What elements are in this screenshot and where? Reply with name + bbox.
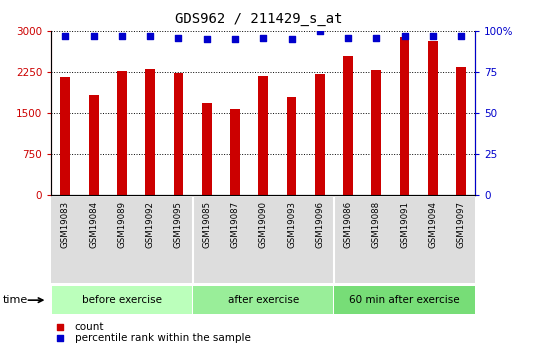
Bar <box>60 78 70 195</box>
Bar <box>202 103 212 195</box>
Bar <box>334 286 475 314</box>
Point <box>343 35 352 40</box>
Point <box>56 335 64 341</box>
Point <box>56 325 64 330</box>
Bar <box>456 67 466 195</box>
Point <box>174 35 183 40</box>
Bar <box>117 71 127 195</box>
Bar <box>428 41 438 195</box>
Point <box>118 33 126 39</box>
Text: GSM19083: GSM19083 <box>61 201 70 248</box>
Text: GSM19087: GSM19087 <box>231 201 240 248</box>
Point <box>287 37 296 42</box>
Bar <box>145 69 155 195</box>
Bar <box>287 97 296 195</box>
Text: GSM19088: GSM19088 <box>372 201 381 248</box>
Point <box>202 37 211 42</box>
Text: after exercise: after exercise <box>228 295 299 305</box>
Text: time: time <box>3 295 28 305</box>
Text: GSM19094: GSM19094 <box>428 201 437 248</box>
Text: GSM19097: GSM19097 <box>457 201 465 248</box>
Bar <box>315 74 325 195</box>
Text: percentile rank within the sample: percentile rank within the sample <box>75 333 251 343</box>
Bar <box>230 109 240 195</box>
Text: GSM19095: GSM19095 <box>174 201 183 248</box>
Text: GDS962 / 211429_s_at: GDS962 / 211429_s_at <box>176 12 343 26</box>
Point <box>457 33 465 39</box>
Text: GSM19084: GSM19084 <box>89 201 98 248</box>
Point <box>61 33 70 39</box>
Bar <box>372 70 381 195</box>
Text: GSM19091: GSM19091 <box>400 201 409 248</box>
Bar <box>52 286 192 314</box>
Bar <box>193 286 333 314</box>
Point <box>90 33 98 39</box>
Point <box>146 33 154 39</box>
Point <box>259 35 268 40</box>
Point <box>315 28 324 34</box>
Text: before exercise: before exercise <box>82 295 162 305</box>
Text: 60 min after exercise: 60 min after exercise <box>349 295 460 305</box>
Bar <box>173 72 184 195</box>
Text: GSM19096: GSM19096 <box>315 201 324 248</box>
Bar <box>89 95 99 195</box>
Point <box>372 35 381 40</box>
Bar <box>258 76 268 195</box>
Point <box>231 37 239 42</box>
Point <box>400 33 409 39</box>
Text: GSM19090: GSM19090 <box>259 201 268 248</box>
Text: count: count <box>75 322 104 332</box>
Point <box>429 33 437 39</box>
Bar <box>343 56 353 195</box>
Text: GSM19086: GSM19086 <box>343 201 353 248</box>
Text: GSM19089: GSM19089 <box>118 201 126 248</box>
Text: GSM19085: GSM19085 <box>202 201 211 248</box>
Text: GSM19092: GSM19092 <box>146 201 154 248</box>
Text: GSM19093: GSM19093 <box>287 201 296 248</box>
Bar <box>400 37 409 195</box>
